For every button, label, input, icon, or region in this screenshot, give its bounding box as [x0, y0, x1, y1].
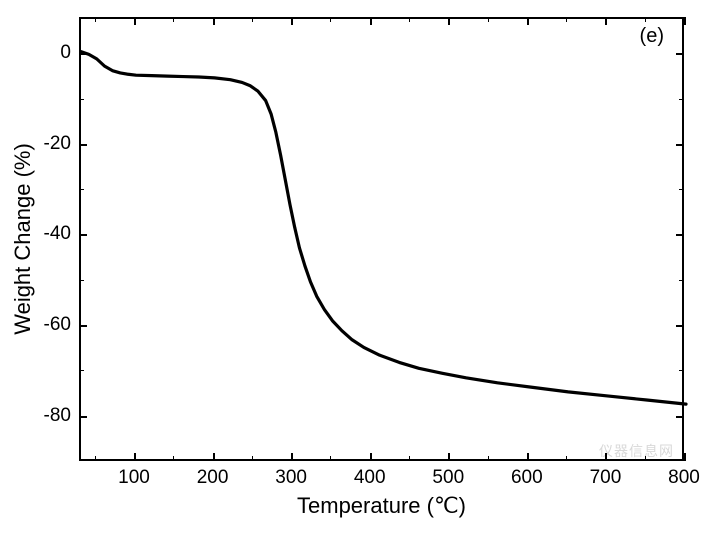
y-tick: [79, 234, 87, 236]
x-tick: [370, 453, 372, 461]
x-minor-tick: [173, 456, 174, 461]
y-tick: [79, 53, 87, 55]
x-tick-label: 100: [118, 467, 150, 489]
x-tick: [684, 17, 686, 25]
y-minor-tick: [79, 99, 84, 100]
x-tick: [605, 453, 607, 461]
x-tick: [370, 17, 372, 25]
x-minor-tick: [330, 456, 331, 461]
x-minor-tick: [95, 17, 96, 22]
x-tick: [527, 453, 529, 461]
y-tick-label: 0: [60, 42, 71, 64]
x-tick: [291, 453, 293, 461]
y-minor-tick: [79, 370, 84, 371]
y-tick: [676, 144, 684, 146]
x-tick-label: 300: [275, 467, 307, 489]
x-minor-tick: [173, 17, 174, 22]
y-axis-label: Weight Change (%): [10, 143, 36, 335]
x-minor-tick: [330, 17, 331, 22]
x-tick: [213, 453, 215, 461]
x-tick: [448, 453, 450, 461]
x-tick-label: 500: [432, 467, 464, 489]
x-minor-tick: [566, 17, 567, 22]
y-minor-tick: [679, 189, 684, 190]
y-tick-label: -20: [44, 133, 71, 155]
y-minor-tick: [679, 370, 684, 371]
plot-area: (e): [79, 17, 684, 461]
x-tick: [134, 453, 136, 461]
x-tick-label: 700: [590, 467, 622, 489]
y-tick: [79, 144, 87, 146]
x-tick-label: 400: [354, 467, 386, 489]
tga-curve: [81, 19, 686, 463]
x-minor-tick: [252, 17, 253, 22]
y-tick: [676, 53, 684, 55]
x-minor-tick: [488, 17, 489, 22]
x-tick: [605, 17, 607, 25]
panel-label: (e): [640, 25, 664, 48]
y-tick-label: -40: [44, 223, 71, 245]
y-tick: [676, 325, 684, 327]
x-tick: [213, 17, 215, 25]
y-tick: [79, 416, 87, 418]
x-tick: [134, 17, 136, 25]
x-tick-label: 200: [197, 467, 229, 489]
x-minor-tick: [645, 17, 646, 22]
x-tick-label: 800: [668, 467, 700, 489]
y-tick: [676, 234, 684, 236]
x-minor-tick: [252, 456, 253, 461]
watermark-text: 仪器信息网: [599, 441, 674, 461]
y-tick: [676, 416, 684, 418]
y-minor-tick: [679, 280, 684, 281]
x-minor-tick: [645, 456, 646, 461]
y-minor-tick: [679, 99, 684, 100]
x-tick: [684, 453, 686, 461]
x-tick: [291, 17, 293, 25]
x-minor-tick: [566, 456, 567, 461]
x-tick-label: 600: [511, 467, 543, 489]
y-tick: [79, 325, 87, 327]
figure: (e) Temperature (℃) Weight Change (%) 仪器…: [0, 0, 706, 535]
y-minor-tick: [79, 280, 84, 281]
x-minor-tick: [409, 456, 410, 461]
x-minor-tick: [488, 456, 489, 461]
x-tick: [527, 17, 529, 25]
x-minor-tick: [95, 456, 96, 461]
y-minor-tick: [79, 189, 84, 190]
x-axis-label: Temperature (℃): [297, 493, 466, 519]
x-minor-tick: [409, 17, 410, 22]
x-tick: [448, 17, 450, 25]
y-tick-label: -80: [44, 405, 71, 427]
y-tick-label: -60: [44, 314, 71, 336]
